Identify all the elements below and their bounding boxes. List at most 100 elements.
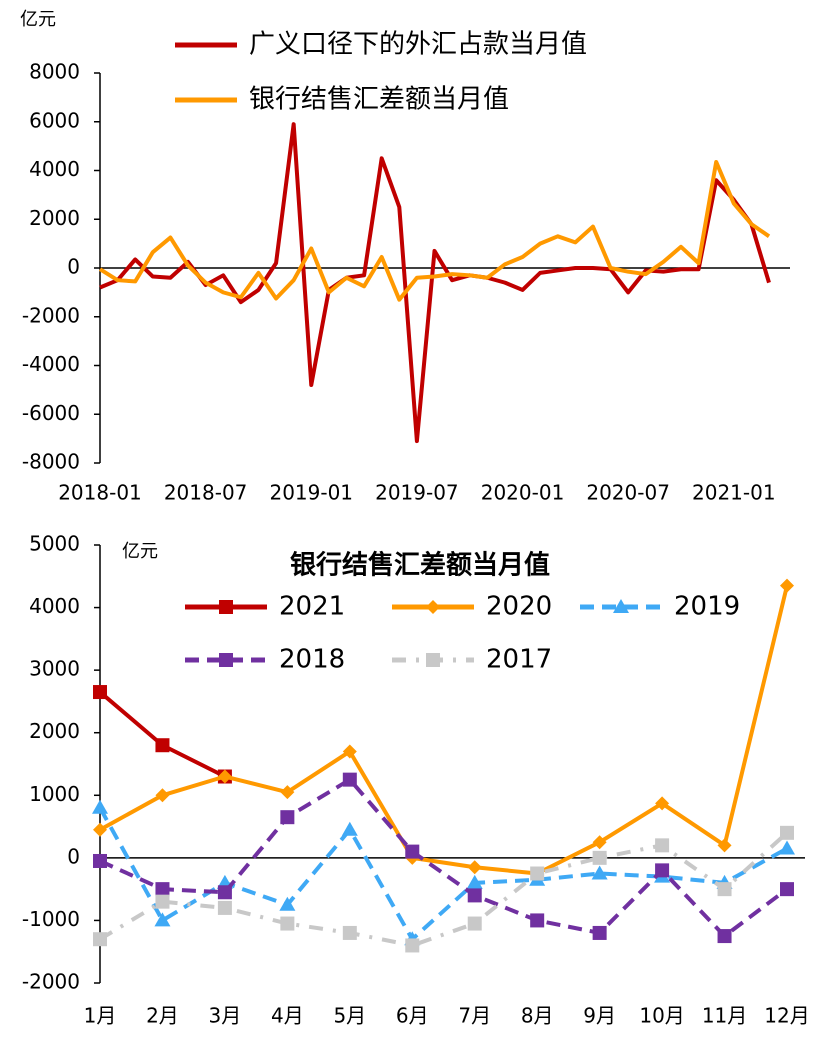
marker xyxy=(93,853,107,868)
y-tick-label: -8000 xyxy=(22,450,80,474)
marker xyxy=(780,825,794,840)
marker xyxy=(592,925,607,940)
x-tick-label: 9月 xyxy=(583,1004,616,1028)
marker xyxy=(780,882,794,897)
marker xyxy=(405,844,420,859)
series-line xyxy=(99,122,771,444)
y-tick-label: 0 xyxy=(67,844,80,868)
y-tick-label: 0 xyxy=(67,255,80,279)
marker xyxy=(467,888,482,903)
marker xyxy=(217,885,232,900)
marker xyxy=(341,821,358,836)
marker xyxy=(219,600,233,614)
y-tick-label: 6000 xyxy=(29,108,80,132)
marker xyxy=(467,860,482,875)
y-tick-label: 2000 xyxy=(29,206,80,230)
x-tick-label: 2019-07 xyxy=(375,481,459,505)
marker xyxy=(154,912,171,927)
x-tick-label: 2021-01 xyxy=(692,481,776,505)
marker xyxy=(717,882,732,897)
x-tick-label: 3月 xyxy=(209,1004,242,1028)
x-tick-label: 2020-01 xyxy=(481,481,565,505)
x-tick-label: 2019-01 xyxy=(269,481,353,505)
marker xyxy=(217,900,232,915)
marker xyxy=(613,599,629,613)
marker xyxy=(342,925,357,940)
marker xyxy=(280,785,295,800)
marker xyxy=(655,863,670,878)
x-tick-label: 2月 xyxy=(146,1004,179,1028)
y-unit: 亿元 xyxy=(20,9,56,30)
marker xyxy=(405,938,420,953)
x-tick-label: 11月 xyxy=(702,1004,747,1028)
x-tick-label: 2018-07 xyxy=(164,481,248,505)
marker xyxy=(93,685,107,700)
marker xyxy=(655,796,670,811)
marker xyxy=(155,788,170,803)
y-tick-label: 4000 xyxy=(29,157,80,181)
y-tick-label: 3000 xyxy=(29,657,80,681)
marker xyxy=(779,840,795,855)
marker xyxy=(592,835,607,850)
marker xyxy=(591,865,608,880)
legend-label: 2021 xyxy=(279,592,345,622)
marker xyxy=(92,799,108,814)
series-line xyxy=(99,777,789,939)
x-tick-label: 6月 xyxy=(396,1004,429,1028)
x-tick-label: 7月 xyxy=(458,1004,491,1028)
marker xyxy=(279,896,296,911)
marker xyxy=(426,600,440,614)
marker xyxy=(655,838,670,853)
y-tick-label: 4000 xyxy=(29,594,80,618)
legend-label: 2017 xyxy=(486,645,552,675)
marker xyxy=(530,866,545,881)
y-tick-label: -2000 xyxy=(22,303,80,327)
y-tick-label: -6000 xyxy=(22,401,80,425)
y-tick-label: 1000 xyxy=(29,782,80,806)
marker xyxy=(155,882,170,897)
marker xyxy=(342,772,357,787)
x-tick-label: 1月 xyxy=(84,1004,117,1028)
x-tick-label: 2020-07 xyxy=(586,481,670,505)
marker xyxy=(280,810,295,825)
legend-label: 2020 xyxy=(486,592,552,622)
chart-title: 银行结售汇差额当月值 xyxy=(290,550,550,581)
x-tick-label: 8月 xyxy=(521,1004,554,1028)
marker xyxy=(217,769,232,784)
series-line xyxy=(98,806,788,942)
x-tick-label: 12月 xyxy=(764,1004,809,1028)
marker xyxy=(592,850,607,865)
marker xyxy=(717,929,732,944)
legend-label: 广义口径下的外汇占款当月值 xyxy=(249,30,587,60)
marker xyxy=(280,916,295,931)
legend-label: 银行结售汇差额当月值 xyxy=(249,85,509,115)
x-tick-label: 10月 xyxy=(639,1004,684,1028)
legend-label: 2018 xyxy=(279,645,345,675)
x-tick-label: 4月 xyxy=(271,1004,304,1028)
series-line xyxy=(99,585,789,876)
series-line xyxy=(98,159,771,302)
marker xyxy=(342,744,357,759)
marker xyxy=(155,738,170,753)
marker xyxy=(717,838,732,853)
marker xyxy=(93,822,107,837)
y-tick-label: -2000 xyxy=(22,970,80,994)
y-unit: 亿元 xyxy=(122,541,158,562)
marker xyxy=(530,913,545,928)
y-tick-label: 8000 xyxy=(29,60,80,84)
x-tick-label: 2018-01 xyxy=(58,481,142,505)
y-tick-label: -1000 xyxy=(22,907,80,931)
x-tick-label: 5月 xyxy=(333,1004,366,1028)
legend-label: 2019 xyxy=(674,592,740,622)
series-line xyxy=(98,831,789,948)
marker xyxy=(780,578,794,593)
marker xyxy=(93,932,107,947)
marker xyxy=(155,894,170,909)
y-tick-label: 2000 xyxy=(29,719,80,743)
marker xyxy=(219,653,233,667)
marker xyxy=(466,874,483,889)
y-tick-label: 5000 xyxy=(29,532,80,556)
marker xyxy=(426,653,440,667)
